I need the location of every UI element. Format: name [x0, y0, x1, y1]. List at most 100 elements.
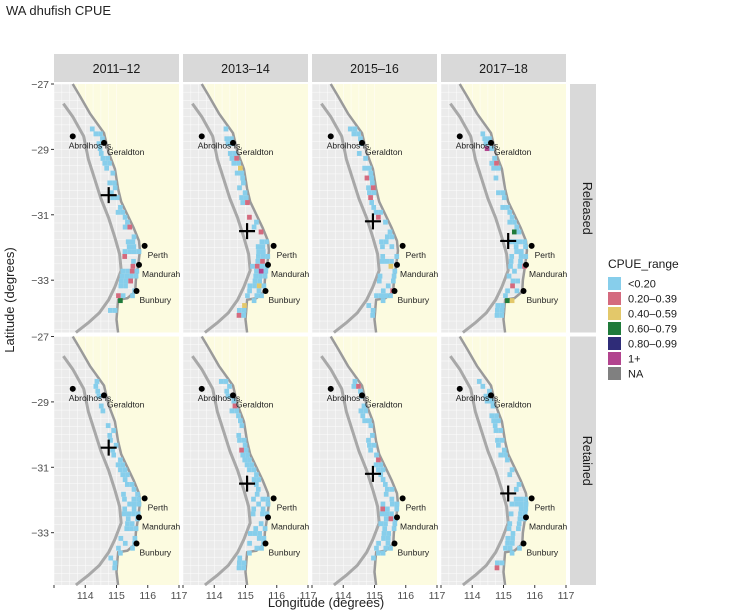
x-tick-label: 116 — [526, 590, 543, 602]
cpue-cell — [237, 437, 242, 443]
cpue-cell — [131, 244, 137, 250]
cpue-cell — [105, 155, 110, 161]
column-strip-label: 2017–18 — [479, 62, 528, 76]
city-label: Bunbury — [269, 547, 301, 557]
cpue-cell — [245, 293, 250, 299]
cpue-cell — [385, 535, 391, 541]
y-tick-label: −27 — [31, 79, 49, 91]
cpue-cell — [105, 423, 111, 429]
cpue-cell — [131, 234, 137, 240]
cpue-cell — [242, 457, 248, 463]
cpue-cell — [258, 229, 264, 235]
cpue-cell — [129, 273, 134, 279]
cpue-cell — [501, 195, 507, 201]
cpue-cell — [483, 141, 489, 147]
cpue-cell — [253, 482, 259, 487]
city-label: Abrolhos Is. — [198, 140, 243, 150]
cpue-cell — [362, 418, 367, 424]
cpue-cell — [518, 249, 524, 255]
cpue-cell — [484, 146, 490, 152]
city-label: Mandurah — [271, 521, 310, 531]
city-label: Bunbury — [527, 295, 559, 305]
cpue-cell — [242, 190, 248, 196]
cpue-cell — [516, 482, 522, 487]
cpue-cell — [392, 268, 398, 274]
cpue-cell — [123, 283, 128, 289]
cpue-cell — [510, 531, 516, 536]
facet-panel-released-0: Abrolhos Is.Geraldton Perth Mandurah Bunbur… — [31, 54, 181, 334]
cpue-cell — [489, 160, 495, 166]
cpue-cell — [516, 229, 522, 235]
cpue-cell — [112, 565, 118, 571]
cpue-cell — [243, 447, 249, 453]
cpue-cell — [258, 521, 264, 527]
cpue-cell — [383, 521, 388, 527]
cpue-cell — [508, 258, 514, 264]
cpue-cell — [514, 501, 519, 507]
land-area — [330, 84, 437, 333]
cpue-cell — [108, 437, 113, 443]
cpue-cell — [118, 278, 124, 284]
cpue-cell — [380, 288, 386, 294]
row-strip — [570, 84, 596, 333]
cpue-cell — [491, 165, 496, 171]
cpue-cell — [512, 219, 517, 225]
cpue-cell — [367, 165, 372, 171]
cpue-cell — [360, 413, 366, 419]
cpue-cell — [95, 388, 101, 394]
cpue-cell — [389, 511, 394, 517]
cpue-cell — [254, 545, 260, 551]
cpue-cell — [516, 526, 521, 532]
city-marker-perth — [399, 242, 406, 249]
cpue-cell — [252, 283, 257, 289]
city-label: Abrolhos Is. — [456, 140, 501, 150]
cpue-cell — [245, 200, 250, 205]
cpue-cell — [493, 175, 499, 181]
cpue-cell — [388, 545, 393, 551]
cpue-cell — [388, 293, 393, 299]
centroid-cross — [500, 485, 517, 502]
city-marker-perth — [399, 495, 406, 502]
cpue-cells — [347, 126, 400, 318]
cpue-cell — [236, 312, 242, 318]
city-marker-perth — [141, 495, 148, 502]
city-marker-geraldton — [230, 392, 236, 399]
cpue-cell — [371, 442, 377, 448]
cpue-cell — [133, 526, 139, 532]
legend-swatch — [608, 307, 621, 320]
x-tick-label: 115 — [108, 590, 125, 602]
cpue-cell — [384, 258, 390, 264]
legend-swatch — [608, 367, 621, 380]
y-tick-label: −29 — [31, 144, 49, 156]
cpue-cell — [389, 234, 395, 240]
cpue-cell — [258, 273, 263, 279]
cpue-cell — [368, 423, 374, 429]
cpue-cell — [358, 388, 363, 394]
cpue-cell — [493, 428, 499, 433]
cpue-cell — [238, 418, 243, 424]
cpue-cell — [367, 442, 372, 448]
cpue-cell — [347, 126, 353, 132]
centroid-cross — [364, 213, 381, 230]
cpue-cell — [518, 506, 524, 512]
cpue-cell — [97, 146, 103, 152]
cpue-cell — [250, 263, 255, 269]
cpue-cell — [380, 244, 385, 250]
cpue-cell — [392, 521, 398, 527]
cpue-cell — [489, 398, 495, 404]
cpue-cell — [100, 136, 105, 142]
cpue-cell — [490, 403, 496, 409]
cpue-cell — [98, 403, 104, 409]
cpue-cell — [126, 244, 132, 250]
cpue-cell — [119, 273, 125, 279]
cpue-cell — [250, 511, 256, 517]
cpue-cell — [240, 200, 246, 205]
cpue-cell — [107, 160, 112, 166]
cpue-cell — [373, 462, 379, 468]
land-area — [201, 336, 308, 585]
cpue-cell — [255, 258, 261, 264]
cpue-cell — [110, 447, 115, 453]
facet-panel-released-2: Abrolhos Is.Geraldton Perth Mandurah Bunbur… — [311, 54, 439, 334]
column-strip — [312, 54, 437, 82]
cpue-cell — [131, 496, 137, 502]
